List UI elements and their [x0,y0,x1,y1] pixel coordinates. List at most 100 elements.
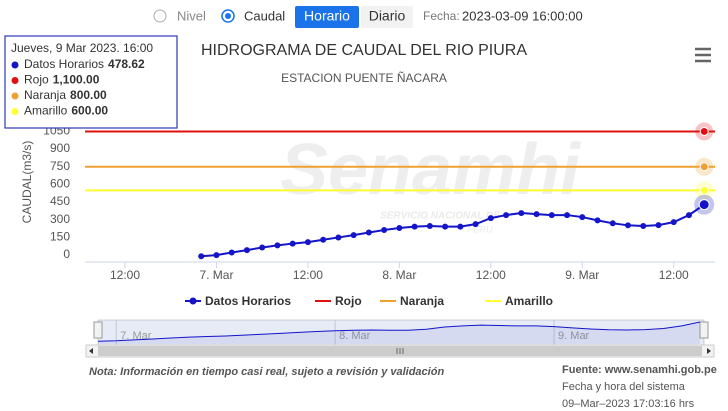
point [624,222,631,229]
scroll-grip [396,348,404,354]
point [228,249,235,256]
chart-subtitle: ESTACION PUENTE ÑACARA [281,71,447,85]
fecha-label: Fecha: [423,9,460,23]
point [472,221,479,228]
threshold-marker [699,162,709,172]
x-tick-label: 8. Mar [382,268,416,282]
radio-nivel[interactable] [153,9,167,23]
threshold-marker [699,185,709,195]
legend-label[interactable]: Amarillo [505,294,553,308]
watermark: SERVICIO NACIONAL DE [380,211,500,222]
point [655,222,662,229]
y-tick-label: 900 [50,141,70,155]
fecha-value: 2023-03-09 16:00:00 [462,8,583,23]
tooltip-name: Naranja [24,88,66,102]
button-horario[interactable] [295,6,359,28]
y-tick-label: 450 [50,194,70,208]
y-tick-label: 600 [50,177,70,191]
point [350,232,357,239]
legend-label[interactable]: Naranja [400,294,444,308]
footer-time: 09–Mar–2023 17:03:16 hrs [562,398,695,410]
y-axis-title: CAUDAL(m3/s) [20,141,34,224]
point [243,247,250,254]
point [442,223,449,230]
radio-dot [225,13,231,19]
point [365,229,372,236]
legend-label[interactable]: Datos Horarios [205,294,291,308]
y-tick-label: 300 [50,212,70,226]
tooltip-name: Rojo [24,73,49,87]
point [533,211,540,218]
point [396,225,403,232]
x-tick-label: 9. Mar [565,268,599,282]
point [198,253,205,260]
point [503,212,510,219]
point [670,219,677,226]
point [640,223,647,230]
point [698,199,710,211]
point [335,234,342,241]
point [274,242,281,249]
tooltip-name: Datos Horarios [24,57,104,71]
point [457,223,464,230]
tooltip-value: 600.00 [71,104,108,118]
tooltip-box [4,35,178,129]
tooltip-dot [11,77,19,84]
x-tick-label: 12:00 [476,268,506,282]
button-label: Diario [369,8,406,24]
navigator-area [98,322,700,344]
watermark: PERU [467,224,493,234]
threshold-marker [699,126,709,136]
tooltip-dot [11,108,19,115]
scroll-arrow[interactable] [707,348,711,354]
watermark: Senamhi [280,130,582,210]
chart-title: HIDROGRAMA DE CAUDAL DEL RIO PIURA [201,42,527,59]
button-diario[interactable] [361,6,413,28]
tooltip-name: Amarillo [24,104,68,118]
navigator-handle[interactable] [699,321,709,339]
tooltip-row: Rojo 1,100.00 [24,73,100,87]
y-tick-label: 750 [50,159,70,173]
point [579,214,586,221]
tooltip-value: 800.00 [70,88,107,102]
point [685,212,692,219]
point [487,215,494,222]
navigator-handle[interactable] [93,321,103,339]
point [213,252,220,259]
x-tick-label: 12:00 [293,268,323,282]
legend-label[interactable]: Rojo [335,294,362,308]
y-tick-label: 150 [50,230,70,244]
tooltip-title: Jueves, 9 Mar 2023. 16:00 [11,41,153,55]
point [518,210,525,217]
point [381,227,388,234]
footer-source: Fuente: www.senamhi.gob.pe [562,364,717,376]
tooltip-dot [11,61,19,69]
footer-note: Nota: Información en tiempo casi real, s… [89,366,444,378]
navigator-line [97,321,701,342]
radio-label: Nivel [177,8,206,23]
tooltip-row: Datos Horarios 478.62 [24,57,145,71]
tooltip-value: 478.62 [108,57,145,71]
navigator-label: 8. Mar [339,330,371,342]
scroll-arrow[interactable] [89,348,93,354]
tooltip-row: Amarillo600.00 [24,104,108,118]
x-tick-label: 12:00 [659,268,689,282]
point [564,212,571,219]
footer-label: Fecha y hora del sistema [562,381,686,393]
tooltip-dot [11,92,19,100]
point [411,223,418,230]
series-line [201,203,705,258]
tooltip: Jueves, 9 Mar 2023. 16:00 Datos Horarios… [4,35,178,129]
point [426,223,433,230]
button-label: Horario [304,8,350,24]
x-tick-label: 12:00 [110,268,140,282]
point [594,217,601,224]
menu-button[interactable] [695,47,711,63]
y-tick-label: 0 [63,247,70,261]
tooltip-row: Naranja 800.00 [24,88,107,102]
x-tick-label: 7. Mar [199,268,233,282]
radio-label: Caudal [244,8,285,23]
point [259,244,266,251]
